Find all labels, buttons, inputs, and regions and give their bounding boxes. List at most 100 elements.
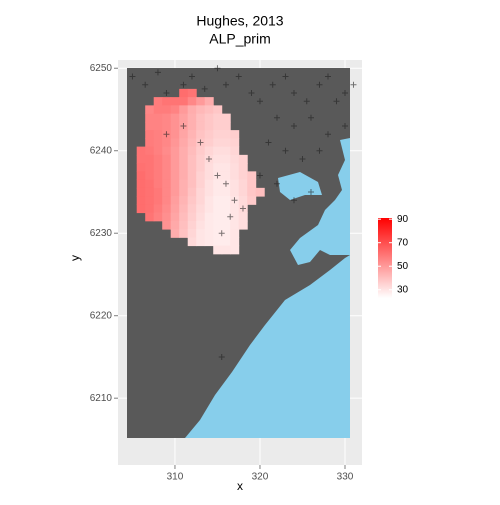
cell: [196, 220, 206, 230]
cell: [221, 245, 231, 255]
cell: [153, 163, 163, 172]
point: [180, 122, 187, 129]
cell: [170, 171, 180, 181]
cell: [162, 146, 172, 156]
cell: [247, 179, 257, 189]
cell: [179, 154, 189, 164]
cell: [204, 105, 214, 115]
chart-title: Hughes, 2013: [196, 13, 283, 29]
cell: [196, 154, 206, 164]
point: [188, 73, 195, 80]
cell: [204, 146, 214, 156]
cell: [204, 121, 214, 131]
cell: [145, 179, 155, 189]
point: [316, 81, 323, 88]
point: [201, 85, 208, 92]
cell: [196, 179, 206, 189]
cell: [145, 196, 155, 205]
point: [341, 89, 348, 96]
cell: [204, 237, 214, 247]
cell: [238, 163, 248, 172]
cell: [187, 220, 197, 230]
cell: [196, 130, 206, 139]
point: [129, 73, 136, 80]
cell: [221, 212, 231, 222]
cell: [247, 171, 257, 181]
cell: [145, 113, 155, 123]
cell: [196, 196, 206, 205]
point: [299, 155, 306, 162]
point: [333, 98, 340, 105]
cell: [179, 229, 189, 238]
cell: [230, 237, 240, 247]
legend-label: 30: [397, 284, 409, 295]
point: [273, 180, 280, 187]
cell: [196, 97, 206, 106]
raster: [136, 88, 265, 255]
cell: [179, 97, 189, 106]
point: [222, 81, 229, 88]
cell: [213, 138, 223, 148]
sea: [290, 138, 350, 265]
point: [290, 197, 297, 204]
cell: [162, 187, 172, 197]
cell: [230, 187, 240, 197]
cell: [187, 229, 197, 238]
cell: [153, 113, 163, 123]
y-tick-label: 6250: [90, 63, 113, 74]
point: [222, 180, 229, 187]
cell: [204, 113, 214, 123]
cell: [145, 204, 155, 214]
cell: [170, 154, 180, 164]
cell: [187, 163, 197, 172]
cell: [170, 163, 180, 172]
point: [239, 205, 246, 212]
cell: [238, 154, 248, 164]
cell: [153, 154, 163, 164]
point: [197, 139, 204, 146]
cell: [162, 138, 172, 148]
points: [129, 65, 357, 360]
cell: [196, 121, 206, 131]
cell: [196, 163, 206, 172]
cell: [187, 179, 197, 189]
cell: [145, 130, 155, 139]
cell: [179, 88, 189, 98]
cell: [187, 97, 197, 106]
cell: [221, 163, 231, 172]
axes: 310 320 330 6210 6220 6230 6240 6250: [90, 63, 354, 483]
cell: [136, 146, 146, 156]
cell: [204, 229, 214, 238]
legend: 30 50 70 90: [378, 214, 409, 295]
cell: [213, 146, 223, 156]
point: [142, 81, 149, 88]
x-tick-label: 320: [252, 472, 269, 483]
cell: [170, 187, 180, 197]
cell: [145, 171, 155, 181]
point: [163, 89, 170, 96]
colorbar: [378, 218, 392, 298]
cell: [238, 171, 248, 181]
cell: [187, 88, 197, 98]
cell: [162, 105, 172, 115]
cell: [136, 163, 146, 172]
point: [231, 197, 238, 204]
cell: [213, 212, 223, 222]
cell: [136, 204, 146, 214]
cell: [213, 187, 223, 197]
point: [180, 81, 187, 88]
cell: [213, 229, 223, 238]
cell: [213, 179, 223, 189]
cell: [187, 146, 197, 156]
cell: [162, 113, 172, 123]
cell: [162, 171, 172, 181]
cell: [145, 138, 155, 148]
cell: [170, 130, 180, 139]
cell: [162, 121, 172, 131]
cell: [187, 154, 197, 164]
cell: [162, 154, 172, 164]
point: [154, 69, 161, 76]
point: [290, 89, 297, 96]
cell: [187, 113, 197, 123]
